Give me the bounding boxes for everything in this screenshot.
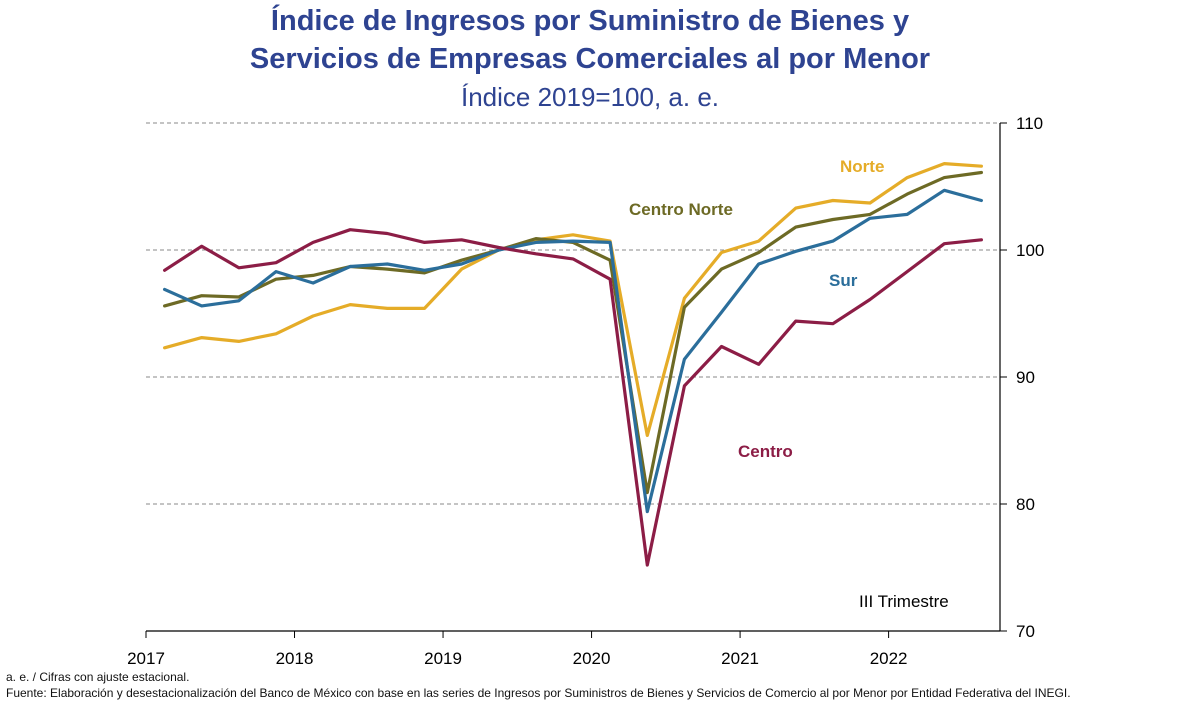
chart-title-line-1: Índice de Ingresos por Suministro de Bie… [270,5,910,37]
series-line-sur [163,188,984,514]
annotation-period: III Trimestre [859,592,949,611]
series-label-sur: Sur [829,271,858,290]
y-tick-label-100: 100 [1016,241,1044,260]
footnote-source: Fuente: Elaboración y desestacionalizaci… [6,686,1071,700]
x-tick-label-2020: 2020 [573,649,611,668]
series-label-centro-norte: Centro Norte [629,200,733,219]
x-tick-label-2019: 2019 [424,649,462,668]
chart-title-line-2: Servicios de Empresas Comerciales al por… [249,43,931,75]
chart-subtitle: Índice 2019=100, a. e. [460,82,720,112]
y-tick-label-90: 90 [1016,368,1035,387]
series-line-centro-norte [163,170,984,495]
series-line-norte [163,162,984,437]
y-tick-label-70: 70 [1016,622,1035,641]
x-tick-label-2021: 2021 [721,649,759,668]
y-tick-label-110: 110 [1016,114,1043,133]
series-label-centro: Centro [738,442,793,461]
x-tick-label-2018: 2018 [276,649,314,668]
series-line-centro [163,228,984,567]
x-tick-label-2022: 2022 [870,649,908,668]
footnote-ae: a. e. / Cifras con ajuste estacional. [6,670,190,684]
x-tick-label-2017: 2017 [127,649,165,668]
series-label-norte: Norte [840,157,884,176]
y-tick-label-80: 80 [1016,495,1035,514]
